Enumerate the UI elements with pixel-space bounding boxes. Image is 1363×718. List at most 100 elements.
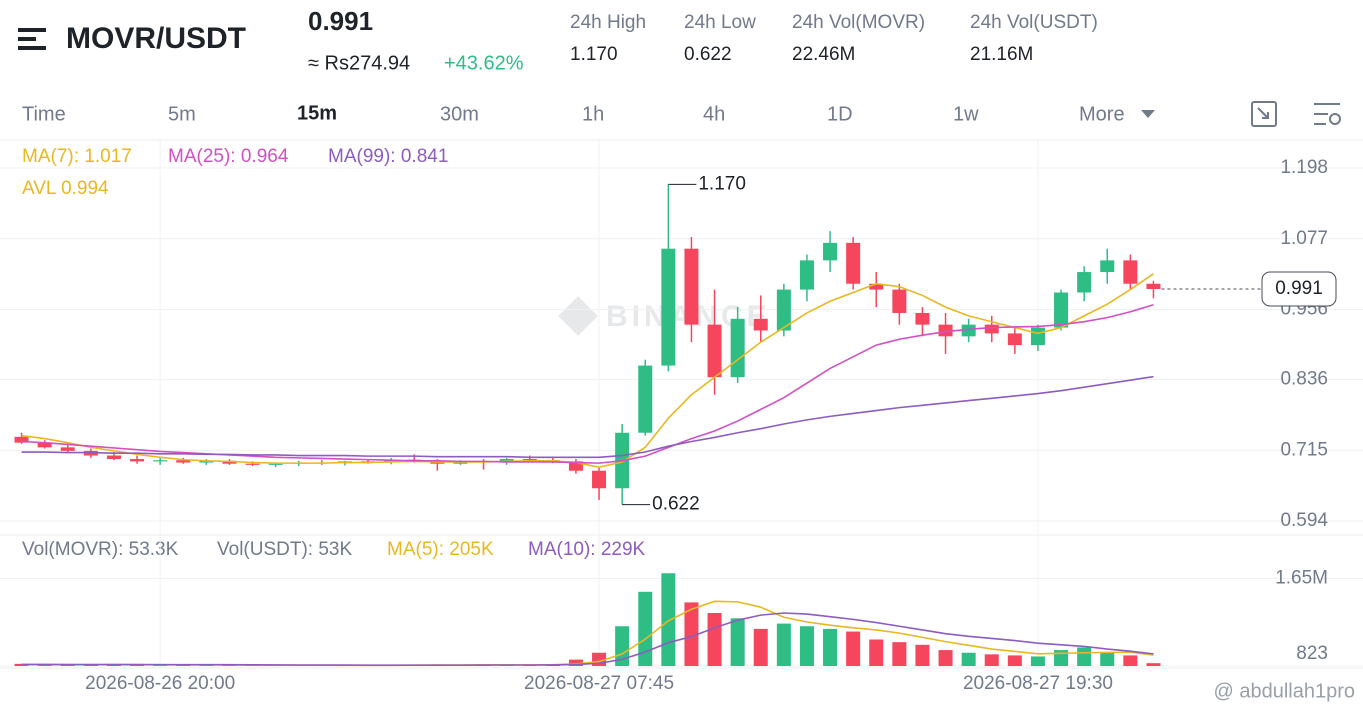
candle-body <box>915 312 930 325</box>
ma-line <box>21 304 1154 464</box>
ma-line <box>21 375 1154 459</box>
legend-entry: MA(99): 0.841 <box>328 146 448 167</box>
fiat-price: ≈ Rs274.94 <box>308 52 410 74</box>
tab[interactable]: 30m <box>440 103 479 125</box>
candle-body <box>869 283 884 290</box>
candle-body <box>661 248 676 366</box>
icon-bar <box>18 37 36 41</box>
avl-label: AVL 0.994 <box>22 178 109 199</box>
volume-bar <box>684 602 699 666</box>
volume-bar <box>1007 655 1022 666</box>
volume-legend: Vol(MOVR): 53.3K <box>22 539 179 560</box>
volume-bar <box>83 664 98 666</box>
volume-bar <box>1146 663 1161 666</box>
icon-bar <box>18 46 46 50</box>
volume-bar <box>753 628 768 666</box>
candle-body <box>938 324 953 337</box>
candle-body <box>199 460 214 463</box>
tab-more[interactable]: More <box>1079 103 1125 125</box>
tab-active[interactable]: 15m <box>297 102 337 124</box>
candle-body <box>684 248 699 325</box>
candle-body <box>846 242 861 284</box>
ma-line <box>21 273 1154 469</box>
tab[interactable]: Time <box>22 103 66 125</box>
x-tick-label: 2026-08-27 19:30 <box>963 673 1113 694</box>
volume-bar <box>707 613 722 666</box>
x-tick-label: 2026-08-26 20:00 <box>85 673 235 694</box>
candle-body <box>984 324 999 334</box>
dropdown-arrow <box>1141 110 1155 118</box>
tab[interactable]: 1h <box>582 103 604 125</box>
stat-label: 24h Low <box>684 12 756 33</box>
volume-bar <box>615 626 630 666</box>
legend-entry: MA(7): 1.017 <box>22 146 132 167</box>
price-change: +43.62% <box>444 52 524 74</box>
candle-body <box>176 460 191 463</box>
candle-body <box>522 459 537 461</box>
candle-body <box>106 455 121 460</box>
volume-bar <box>869 639 884 666</box>
y-tick-label: 1.65M <box>1275 568 1328 589</box>
annotation-label: 1.170 <box>698 173 746 194</box>
candle-body <box>222 460 237 464</box>
volume-bar <box>938 650 953 666</box>
legend-entry: MA(5): 205K <box>387 539 494 560</box>
y-tick-label: 823 <box>1296 643 1328 664</box>
candle-body <box>1077 272 1092 293</box>
candle-body <box>14 436 29 443</box>
volume-bar <box>776 623 791 666</box>
tab[interactable]: 5m <box>168 103 196 125</box>
volume-bar <box>984 654 999 666</box>
y-tick-label: 0.715 <box>1280 439 1328 460</box>
tab[interactable]: 1w <box>953 103 979 125</box>
volume-bar <box>1030 656 1045 666</box>
stat-value: 0.622 <box>684 44 732 65</box>
candle-body <box>707 324 722 378</box>
tab[interactable]: 1D <box>827 103 853 125</box>
x-tick-label: 2026-08-27 07:45 <box>524 673 674 694</box>
volume-bar <box>823 628 838 666</box>
menu-icon[interactable] <box>18 28 46 50</box>
settings-icon[interactable] <box>1314 103 1341 125</box>
y-tick-label: 1.198 <box>1280 157 1328 178</box>
ma-line <box>21 612 1154 667</box>
candle-body <box>60 447 75 451</box>
y-tick-label: 0.836 <box>1280 369 1328 390</box>
volume-bar <box>846 631 861 666</box>
candle-body <box>1030 327 1045 346</box>
candle-body <box>753 318 768 331</box>
icon-bar <box>18 28 46 32</box>
watermark-diamond <box>558 296 598 336</box>
volume-bar <box>799 626 814 666</box>
symbol[interactable]: MOVR/USDT <box>66 22 246 55</box>
y-tick-label: 0.594 <box>1280 510 1328 531</box>
icon-frame <box>1251 101 1277 127</box>
candle-body <box>268 463 283 465</box>
stat-value: 22.46M <box>792 44 855 65</box>
candle-body <box>130 459 145 462</box>
fullscreen-icon[interactable] <box>1251 101 1277 127</box>
candle-body <box>153 460 168 462</box>
candle-body <box>1123 260 1138 284</box>
volume-bar <box>961 652 976 666</box>
candle-body <box>638 365 653 433</box>
volume-legend: Vol(USDT): 53K <box>217 539 352 560</box>
stat-label: 24h Vol(USDT) <box>970 12 1098 33</box>
volume-bar <box>638 591 653 666</box>
last-price: 0.991 <box>308 6 373 36</box>
volume-bar <box>568 659 583 666</box>
volume-bar <box>1123 655 1138 666</box>
candle-body <box>1146 283 1161 290</box>
legend-entry: MA(10): 229K <box>528 539 646 560</box>
candle-body <box>592 470 607 489</box>
icon-arrow <box>1257 107 1269 119</box>
last-price-label: 0.991 <box>1275 278 1323 299</box>
candle-body <box>1054 292 1069 328</box>
candle-body <box>1100 260 1115 273</box>
volume-bar <box>1077 647 1092 666</box>
candle-body <box>568 461 583 471</box>
stat-label: 24h Vol(MOVR) <box>792 12 925 33</box>
volume-bar <box>661 573 676 666</box>
tab[interactable]: 4h <box>703 103 725 125</box>
